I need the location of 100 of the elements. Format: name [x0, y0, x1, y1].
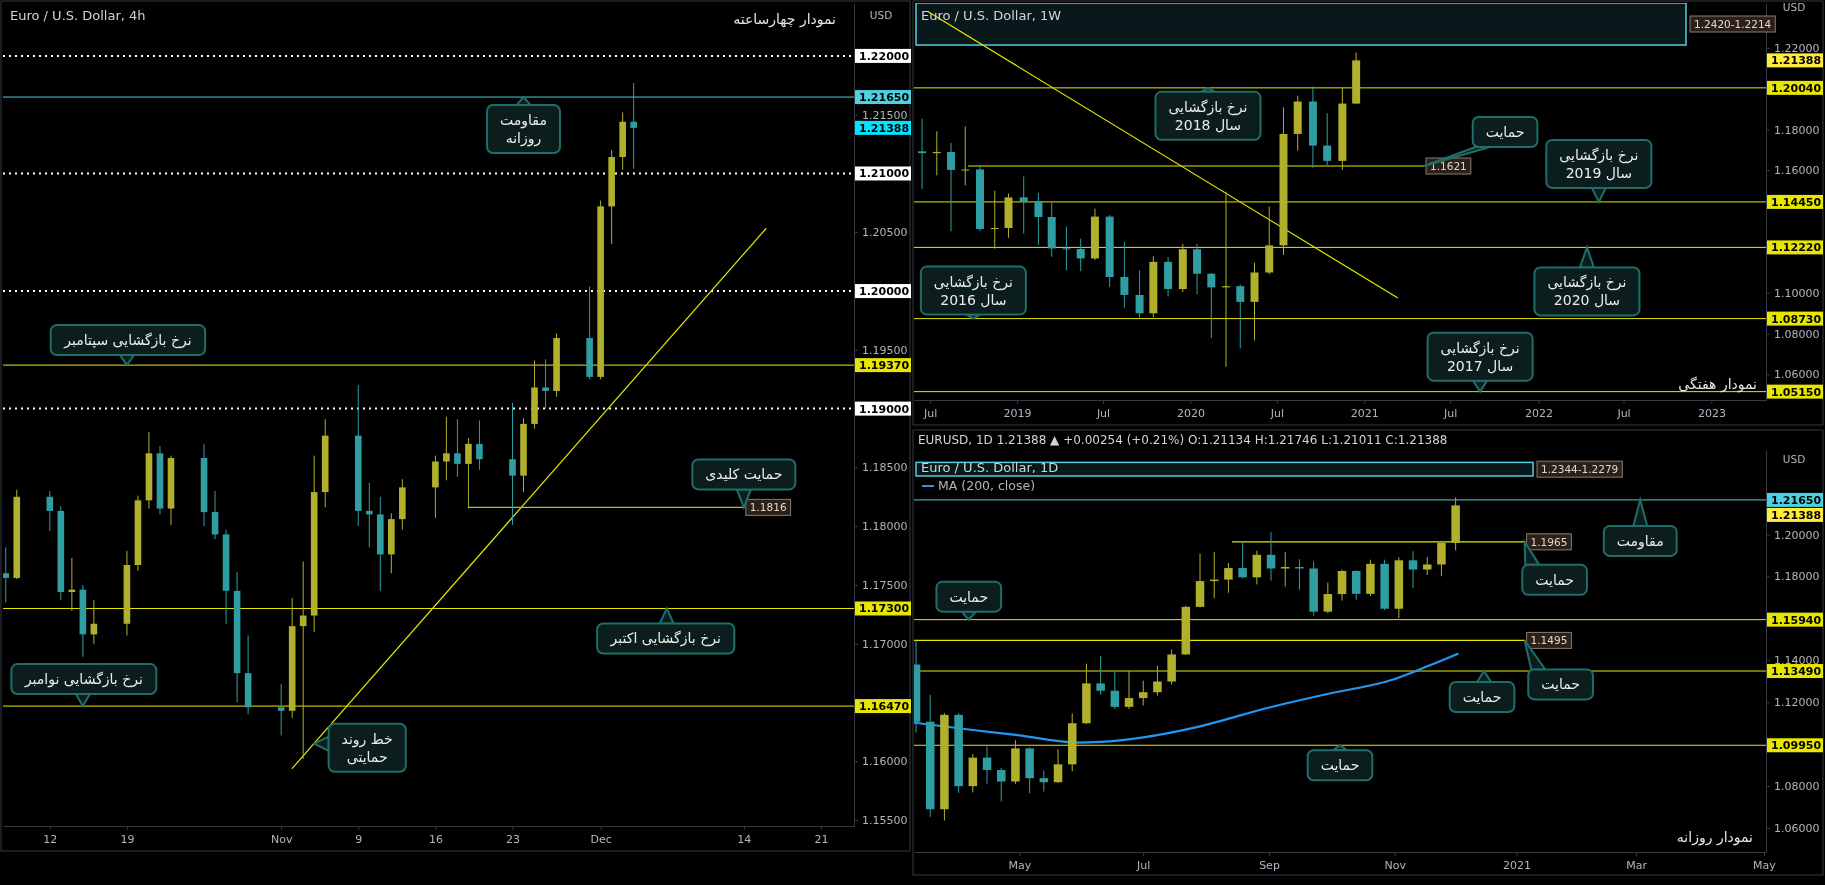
ref-line-label: 1.15940 — [1771, 613, 1822, 627]
candlestick — [1124, 670, 1134, 710]
x-tick-label: Nov — [1384, 858, 1407, 872]
candlestick — [365, 482, 373, 548]
ref-line-label: 1.05150 — [1771, 385, 1822, 399]
y-tick-label: 1.14000 — [1774, 654, 1820, 668]
x-tick-label: Sep — [1259, 858, 1280, 872]
candlestick — [1034, 192, 1043, 246]
text: 1.21388 — [859, 121, 910, 135]
y-tick-label: 1.19500 — [862, 343, 908, 357]
x-tick-label: Jul — [1136, 858, 1151, 872]
annotation: حمایت — [1462, 689, 1502, 706]
annotation: حمایت کلیدی — [705, 466, 783, 483]
x-tick-label: 2020 — [1176, 406, 1205, 420]
data-label: 1.1621 — [1430, 160, 1467, 172]
ref-line-label: 1.14450 — [1771, 195, 1822, 209]
x-tick-label: Jul — [1095, 406, 1111, 420]
annotation: نرخ بازگشایی سال 2018 — [1168, 98, 1248, 133]
candlestick — [1019, 175, 1028, 235]
line-series — [914, 652, 1459, 744]
text: Euro / U.S. Dollar, 1D — [921, 460, 1059, 475]
y-tick-label: 1.21500 — [862, 108, 908, 122]
y-tick-label: 1.18000 — [1774, 570, 1820, 584]
candlestick — [918, 118, 927, 190]
candlestick — [630, 82, 637, 170]
candlestick — [454, 418, 461, 478]
candlestick — [1110, 670, 1120, 710]
y-tick-label: 1.18500 — [862, 461, 908, 475]
y-axis-title: USD — [1782, 453, 1806, 465]
candlestick — [1096, 655, 1105, 696]
ref-line-label: 1.20040 — [1771, 81, 1822, 95]
candlestick — [465, 437, 472, 510]
ref-line-label: 1.19370 — [859, 359, 910, 373]
x-tick-label: 2023 — [1697, 406, 1726, 420]
candlestick — [1153, 665, 1162, 697]
y-tick-label: 1.15500 — [862, 814, 908, 828]
band-label: 1.2344-1.2279 — [1541, 463, 1619, 476]
candlestick — [443, 416, 450, 481]
candlestick — [947, 142, 956, 232]
annotation: نرخ بازگشایی سال 2016 — [933, 273, 1013, 308]
y-axis-title: USD — [1782, 1, 1806, 13]
x-tick-label: 2021 — [1350, 406, 1379, 420]
candlestick — [1323, 112, 1332, 167]
x-tick-label: 12 — [43, 832, 58, 846]
text: 1.21388 — [1771, 54, 1822, 68]
ref-line-label: 1.09950 — [1771, 739, 1822, 753]
text: EURUSD, 1D 1.21388 ▲ +0.00254 (+0.21%) O:1.21134 H:1.21746 L:1.21011 C:1.21388 — [918, 433, 1448, 447]
x-tick-label: 21 — [814, 832, 829, 846]
ref-line-label: 1.08730 — [1771, 312, 1822, 326]
x-tick-label: Nov — [270, 832, 293, 846]
x-tick-label: 19 — [120, 832, 135, 846]
x-tick-label: 14 — [737, 832, 752, 846]
chart-title: Euro / U.S. Dollar, 4h — [10, 8, 146, 23]
candlestick — [476, 419, 483, 471]
y-tick-label: 1.20000 — [1774, 528, 1820, 542]
candlestick — [1323, 582, 1333, 614]
x-tick-label: Jul — [1443, 406, 1458, 420]
data-label: 1.1816 — [749, 501, 787, 514]
annotation: حمایت — [949, 588, 989, 605]
ref-line-label: 1.19000 — [859, 402, 910, 416]
candlestick — [1224, 562, 1233, 594]
x-tick-label: 9 — [355, 832, 363, 846]
candlestick — [509, 402, 516, 526]
y-tick-label: 1.18000 — [1774, 123, 1820, 137]
annotation: حمایت — [1485, 124, 1525, 140]
x-tick-label: 23 — [506, 832, 520, 846]
y-axis-title: USD — [869, 9, 893, 21]
x-tick-label: Jul — [1616, 406, 1631, 420]
annotation: مقاومت روزانه — [500, 112, 547, 148]
data-label: 1.1495 — [1530, 634, 1568, 647]
y-tick-label: 1.08000 — [1774, 327, 1820, 341]
candlestick — [1053, 748, 1063, 784]
x-tick-label: Dec — [590, 832, 612, 846]
candlestick — [1408, 550, 1418, 589]
candlestick — [1236, 284, 1245, 349]
candlestick — [982, 745, 992, 785]
candlestick — [3, 546, 10, 604]
annotation: نرخ بازگشایی سال 2020 — [1547, 274, 1627, 309]
y-tick-label: 1.22000 — [1774, 41, 1820, 55]
text: نمودار روزانه — [1676, 829, 1753, 846]
annotation: خط روند حمایتی — [341, 730, 393, 765]
annotation: نرخ بازگشایی سپتامبر — [63, 332, 192, 350]
y-tick-label: 1.06000 — [1774, 368, 1820, 382]
candlestick — [277, 683, 285, 736]
legend-label: MA (200, close) — [938, 478, 1036, 493]
y-tick-label: 1.10000 — [1774, 286, 1820, 300]
candlestick — [1062, 226, 1071, 271]
candlestick — [1138, 680, 1148, 706]
ref-line-label: 1.13490 — [1771, 665, 1822, 679]
y-tick-label: 1.17000 — [862, 637, 908, 651]
x-tick-label: 16 — [428, 832, 443, 846]
candlestick — [1422, 556, 1432, 576]
candlestick — [1266, 531, 1276, 582]
y-tick-label: 1.08000 — [1774, 780, 1820, 794]
text: نمودار هفتگی — [1678, 376, 1757, 393]
ref-line-label: 1.21650 — [1771, 493, 1822, 507]
ref-line-label: 1.21650 — [859, 91, 910, 105]
data-label: 1.1965 — [1530, 535, 1568, 548]
y-tick-label: 1.06000 — [1774, 822, 1820, 836]
x-tick-label: May — [1753, 858, 1777, 872]
